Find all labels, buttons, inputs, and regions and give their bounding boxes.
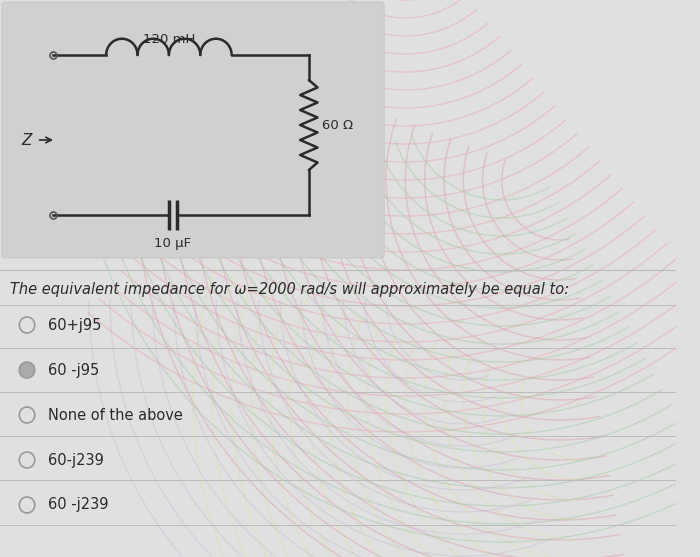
Text: 120 mH: 120 mH: [143, 33, 195, 46]
Text: 60 -j95: 60 -j95: [48, 363, 99, 378]
Text: 60+j95: 60+j95: [48, 317, 102, 333]
Text: 60 -j239: 60 -j239: [48, 497, 108, 512]
Text: Z: Z: [21, 133, 32, 148]
Text: 60-j239: 60-j239: [48, 452, 104, 467]
Text: 60 Ω: 60 Ω: [323, 119, 354, 131]
FancyBboxPatch shape: [2, 2, 384, 258]
Text: 10 μF: 10 μF: [154, 237, 191, 250]
Text: The equivalent impedance for ω=2000 rad/s will approximately be equal to:: The equivalent impedance for ω=2000 rad/…: [10, 282, 569, 297]
Circle shape: [20, 362, 35, 378]
Text: None of the above: None of the above: [48, 408, 183, 423]
